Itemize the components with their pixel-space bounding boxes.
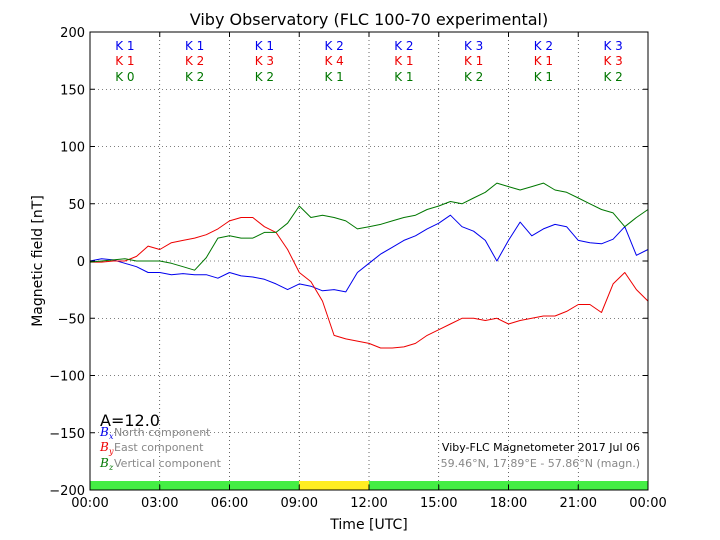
legend-symbol: B — [99, 425, 109, 439]
x-tick-label: 15:00 — [420, 496, 457, 511]
k-index-east: K 3 — [603, 54, 622, 68]
y-tick-label: 100 — [60, 141, 85, 156]
y-tick-label: −50 — [58, 312, 85, 327]
k-index-east: K 1 — [115, 54, 134, 68]
series-line-east — [90, 217, 649, 349]
legend-symbol: B — [99, 456, 109, 470]
y-tick-label: −200 — [49, 484, 85, 499]
y-tick-label: −150 — [49, 427, 85, 442]
k-index-vertical: K 2 — [603, 70, 622, 84]
k-index-vertical: K 2 — [464, 70, 483, 84]
x-tick-label: 21:00 — [560, 496, 597, 511]
x-tick-label: 06:00 — [211, 496, 248, 511]
activity-segment-quiet — [90, 481, 300, 490]
k-index-vertical: K 0 — [115, 70, 134, 84]
x-tick-label: 03:00 — [141, 496, 178, 511]
k-index-north: K 1 — [185, 39, 204, 53]
legend-entry-vertical: B z Vertical component — [99, 456, 222, 472]
legend-label: North component — [114, 426, 211, 439]
k-index-east: K 1 — [464, 54, 483, 68]
legend-subscript: y — [108, 447, 114, 456]
chart-title: Viby Observatory (FLC 100-70 experimenta… — [190, 10, 549, 29]
x-tick-label: 18:00 — [490, 496, 527, 511]
legend-label: East component — [114, 441, 204, 454]
k-index-north: K 1 — [255, 39, 274, 53]
y-axis-label: Magnetic field [nT] — [30, 195, 46, 327]
x-axis-label: Time [UTC] — [329, 517, 407, 533]
k-index-north: K 3 — [603, 39, 622, 53]
x-tick-label: 09:00 — [281, 496, 318, 511]
y-tick-label: 50 — [68, 198, 85, 213]
legend-symbol: B — [99, 440, 109, 454]
series-line-north — [89, 214, 649, 293]
legend-subscript: x — [109, 432, 114, 441]
y-tick-label: −100 — [49, 370, 85, 385]
a-index-label: A=12.0 — [100, 411, 160, 430]
k-index-vertical: K 2 — [185, 70, 204, 84]
k-index-north: K 3 — [464, 39, 483, 53]
legend: B x North component B y East component B… — [99, 425, 222, 472]
k-index-north: K 1 — [115, 39, 134, 53]
series-group — [89, 182, 649, 349]
k-index-east: K 3 — [255, 54, 274, 68]
footer-coordinates: 59.46°N, 17.89°E - 57.86°N (magn.) — [441, 457, 640, 470]
x-tick-label: 00:00 — [71, 496, 108, 511]
legend-entry-east: B y East component — [99, 440, 204, 456]
series-line-vertical — [89, 182, 649, 271]
footer-title: Viby-FLC Magnetometer 2017 Jul 06 — [442, 441, 640, 454]
k-index-vertical: K 1 — [394, 70, 413, 84]
k-index-north: K 2 — [324, 39, 343, 53]
legend-entry-north: B x North component — [99, 425, 211, 441]
x-tick-label: 00:00 — [629, 496, 666, 511]
k-index-vertical: K 2 — [255, 70, 274, 84]
k-index-north: K 2 — [534, 39, 553, 53]
k-index-vertical: K 1 — [324, 70, 343, 84]
k-index-east: K 1 — [534, 54, 553, 68]
y-tick-label: 150 — [60, 83, 85, 98]
k-index-east: K 2 — [185, 54, 204, 68]
axis-ticks: 00:00 03:00 06:00 09:00 12:00 15:00 18:00 21:00… — [49, 26, 666, 511]
k-index-vertical: K 1 — [534, 70, 553, 84]
y-tick-label: 0 — [77, 255, 85, 270]
legend-label: Vertical component — [114, 457, 222, 470]
k-index-north: K 2 — [394, 39, 413, 53]
x-tick-label: 12:00 — [350, 496, 387, 511]
plot-frame — [89, 31, 649, 491]
k-index-east: K 1 — [394, 54, 413, 68]
activity-segment-active — [299, 481, 369, 490]
k-index-east: K 4 — [324, 54, 343, 68]
y-tick-label: 200 — [60, 26, 85, 41]
legend-subscript: z — [108, 463, 114, 472]
